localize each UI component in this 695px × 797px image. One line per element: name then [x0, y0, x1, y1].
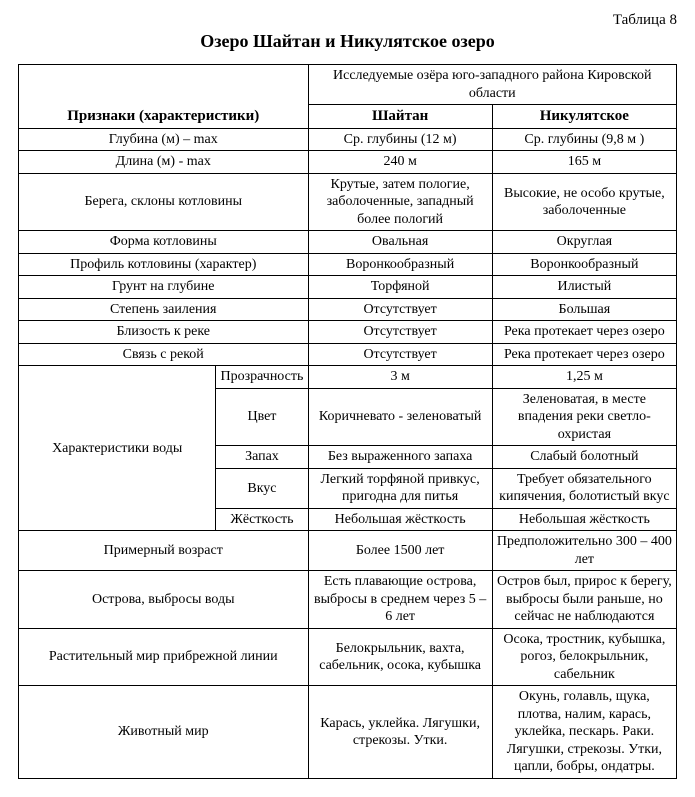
comparison-table: Признаки (характеристики) Исследуемые оз… — [18, 64, 677, 779]
fauna-v2: Окунь, голавль, щука, плотва, налим, кар… — [492, 686, 676, 779]
row-length: Длина (м) - max 240 м 165 м — [19, 151, 677, 174]
length-v2: 165 м — [492, 151, 676, 174]
silting-label: Степень заиления — [19, 298, 309, 321]
soil-v1: Торфяной — [308, 276, 492, 299]
silting-v1: Отсутствует — [308, 298, 492, 321]
color-v2: Зеленоватая, в месте впадения реки светл… — [492, 388, 676, 446]
river-conn-v2: Река протекает через озеро — [492, 343, 676, 366]
lake2-header: Никулятское — [492, 105, 676, 129]
shores-label: Берега, склоны котловины — [19, 173, 309, 231]
page-title: Озеро Шайтан и Никулятское озеро — [18, 31, 677, 52]
soil-label: Грунт на глубине — [19, 276, 309, 299]
length-v1: 240 м — [308, 151, 492, 174]
silting-v2: Большая — [492, 298, 676, 321]
table-number-label: Таблица 8 — [18, 12, 677, 29]
shores-v2: Высокие, не особо крутые, заболоченные — [492, 173, 676, 231]
row-age: Примерный возраст Более 1500 лет Предпол… — [19, 531, 677, 571]
islands-v2: Остров был, прирос к берегу, выбросы был… — [492, 571, 676, 629]
transparency-v2: 1,25 м — [492, 366, 676, 389]
smell-v2: Слабый болотный — [492, 446, 676, 469]
islands-label: Острова, выбросы воды — [19, 571, 309, 629]
row-silting: Степень заиления Отсутствует Большая — [19, 298, 677, 321]
hardness-v2: Небольшая жёсткость — [492, 508, 676, 531]
basin-shape-label: Форма котловины — [19, 231, 309, 254]
basin-shape-v2: Округлая — [492, 231, 676, 254]
smell-v1: Без выраженного запаха — [308, 446, 492, 469]
taste-v1: Легкий торфяной привкус, пригодна для пи… — [308, 468, 492, 508]
attributes-header: Признаки (характеристики) — [19, 65, 309, 129]
row-basin-profile: Профиль котловины (характер) Воронкообра… — [19, 253, 677, 276]
header-row-1: Признаки (характеристики) Исследуемые оз… — [19, 65, 677, 105]
transparency-v1: 3 м — [308, 366, 492, 389]
basin-profile-v2: Воронкообразный — [492, 253, 676, 276]
depth-label: Глубина (м) – max — [19, 128, 309, 151]
fauna-label: Животный мир — [19, 686, 309, 779]
taste-v2: Требует обязательного кипячения, болотис… — [492, 468, 676, 508]
plants-v2: Осока, тростник, кубышка, рогоз, белокры… — [492, 628, 676, 686]
age-label: Примерный возраст — [19, 531, 309, 571]
row-river-prox: Близость к реке Отсутствует Река протека… — [19, 321, 677, 344]
smell-label: Запах — [216, 446, 308, 469]
river-prox-v1: Отсутствует — [308, 321, 492, 344]
taste-label: Вкус — [216, 468, 308, 508]
row-plants: Растительный мир прибрежной линии Белокр… — [19, 628, 677, 686]
river-conn-label: Связь с рекой — [19, 343, 309, 366]
age-v1: Более 1500 лет — [308, 531, 492, 571]
basin-profile-v1: Воронкообразный — [308, 253, 492, 276]
basin-shape-v1: Овальная — [308, 231, 492, 254]
basin-profile-label: Профиль котловины (характер) — [19, 253, 309, 276]
row-islands: Острова, выбросы воды Есть плавающие ост… — [19, 571, 677, 629]
depth-v1: Ср. глубины (12 м) — [308, 128, 492, 151]
row-river-conn: Связь с рекой Отсутствует Река протекает… — [19, 343, 677, 366]
water-group-label: Характеристики воды — [19, 366, 216, 531]
hardness-v1: Небольшая жёсткость — [308, 508, 492, 531]
plants-v1: Белокрыльник, вахта, сабельник, осока, к… — [308, 628, 492, 686]
plants-label: Растительный мир прибрежной линии — [19, 628, 309, 686]
lakes-group-header: Исследуемые озёра юго-западного района К… — [308, 65, 677, 105]
lake1-header: Шайтан — [308, 105, 492, 129]
river-prox-label: Близость к реке — [19, 321, 309, 344]
row-shores: Берега, склоны котловины Крутые, затем п… — [19, 173, 677, 231]
river-conn-v1: Отсутствует — [308, 343, 492, 366]
depth-v2: Ср. глубины (9,8 м ) — [492, 128, 676, 151]
river-prox-v2: Река протекает через озеро — [492, 321, 676, 344]
color-label: Цвет — [216, 388, 308, 446]
row-fauna: Животный мир Карась, уклейка. Лягушки, с… — [19, 686, 677, 779]
row-basin-shape: Форма котловины Овальная Округлая — [19, 231, 677, 254]
row-water-transparency: Характеристики воды Прозрачность 3 м 1,2… — [19, 366, 677, 389]
hardness-label: Жёсткость — [216, 508, 308, 531]
islands-v1: Есть плавающие острова, выбросы в средне… — [308, 571, 492, 629]
shores-v1: Крутые, затем пологие, заболоченные, зап… — [308, 173, 492, 231]
age-v2: Предположительно 300 – 400 лет — [492, 531, 676, 571]
soil-v2: Илистый — [492, 276, 676, 299]
transparency-label: Прозрачность — [216, 366, 308, 389]
length-label: Длина (м) - max — [19, 151, 309, 174]
fauna-v1: Карась, уклейка. Лягушки, стрекозы. Утки… — [308, 686, 492, 779]
row-depth: Глубина (м) – max Ср. глубины (12 м) Ср.… — [19, 128, 677, 151]
row-soil: Грунт на глубине Торфяной Илистый — [19, 276, 677, 299]
color-v1: Коричневато - зеленоватый — [308, 388, 492, 446]
